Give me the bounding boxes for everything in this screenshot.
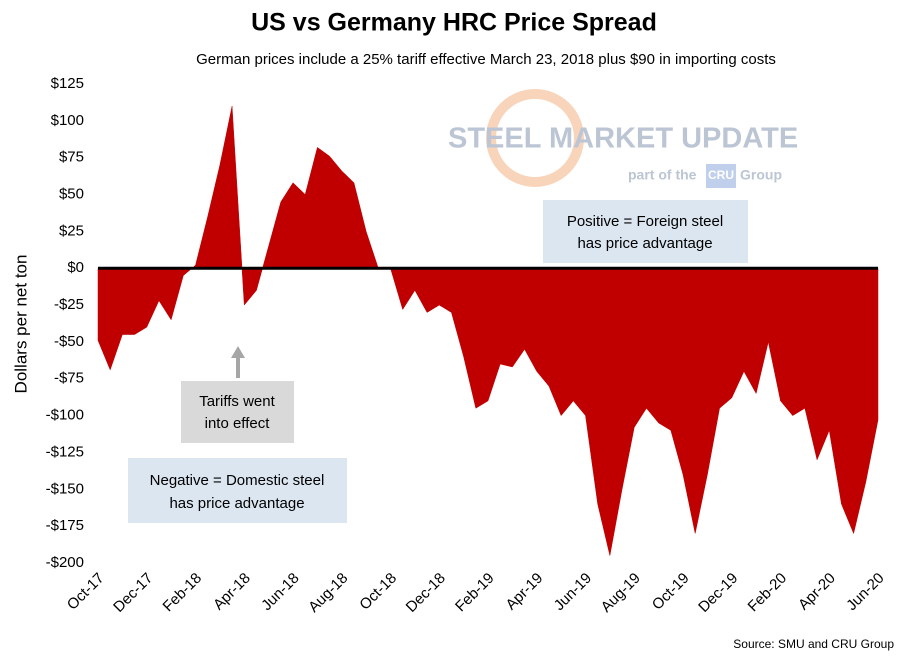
y-tick-label: $50 <box>59 186 84 203</box>
annotation: has price advantage <box>577 235 712 252</box>
y-tick-label: $25 <box>59 222 84 239</box>
y-tick-label: -$50 <box>54 333 84 350</box>
annotation: Negative = Domestic steel <box>150 472 325 489</box>
x-tick-label: Feb-20 <box>745 570 791 616</box>
source: Source: SMU and CRU Group <box>733 637 894 651</box>
y-tick-label: -$150 <box>46 480 84 497</box>
x-tick-label: Feb-19 <box>452 570 498 616</box>
y-axis-label: Dollars per net ton <box>11 255 30 394</box>
logo-ring <box>486 89 584 187</box>
logo-box <box>706 164 736 188</box>
x-tick-label: Apr-20 <box>795 570 839 614</box>
logo-text: Group <box>740 167 782 183</box>
y-tick-label: -$75 <box>54 370 84 387</box>
logo-text: part of the <box>628 167 697 183</box>
x-tick-label: Oct-18 <box>356 570 400 614</box>
x-tick-label: Apr-19 <box>503 570 547 614</box>
x-tick-label: Apr-18 <box>210 570 254 614</box>
arrow-head <box>231 346 245 358</box>
annotation: Positive = Foreign steel <box>567 213 723 230</box>
annotation-box <box>128 458 347 523</box>
area <box>97 106 879 556</box>
logo: STEEL MARKET UPDATE part of the CRU Grou… <box>448 89 798 188</box>
x-tick-label: Aug-18 <box>305 570 351 616</box>
x-tick-label: Feb-18 <box>160 570 206 616</box>
chart-title: US vs Germany HRC Price Spread <box>251 9 657 37</box>
annotation-box <box>181 381 294 443</box>
y-tick-label: $100 <box>51 112 84 129</box>
x-tick-label: Jun-18 <box>258 570 302 614</box>
x-tick-label: Dec-19 <box>695 570 741 616</box>
annotation: into effect <box>205 415 271 432</box>
y-tick-label: -$200 <box>46 554 84 571</box>
annotation-box <box>543 200 748 263</box>
x-tick-label: Aug-19 <box>598 570 644 616</box>
y-tick-label: $0 <box>67 259 84 276</box>
annotation: Tariffs went <box>199 393 275 410</box>
x-tick-label: Jun-19 <box>551 570 595 614</box>
x-tick-label: Dec-17 <box>110 570 156 616</box>
x-tick-label: Jun-20 <box>843 570 887 614</box>
x-tick-label: Oct-19 <box>649 570 693 614</box>
y-tick-label: -$125 <box>46 443 84 460</box>
annotation: has price advantage <box>169 495 304 512</box>
chart-subtitle: German prices include a 25% tariff effec… <box>196 51 776 68</box>
x-tick-label: Oct-17 <box>64 570 108 614</box>
y-tick-label: -$100 <box>46 407 84 424</box>
y-tick-label: -$25 <box>54 296 84 313</box>
x-tick-label: Dec-18 <box>403 570 449 616</box>
y-tick-label: -$175 <box>46 517 84 534</box>
y-tick-label: $125 <box>51 75 84 92</box>
logo-text: STEEL MARKET UPDATE <box>448 123 798 155</box>
y-tick-label: $75 <box>59 149 84 166</box>
logo-text: CRU <box>708 168 734 182</box>
